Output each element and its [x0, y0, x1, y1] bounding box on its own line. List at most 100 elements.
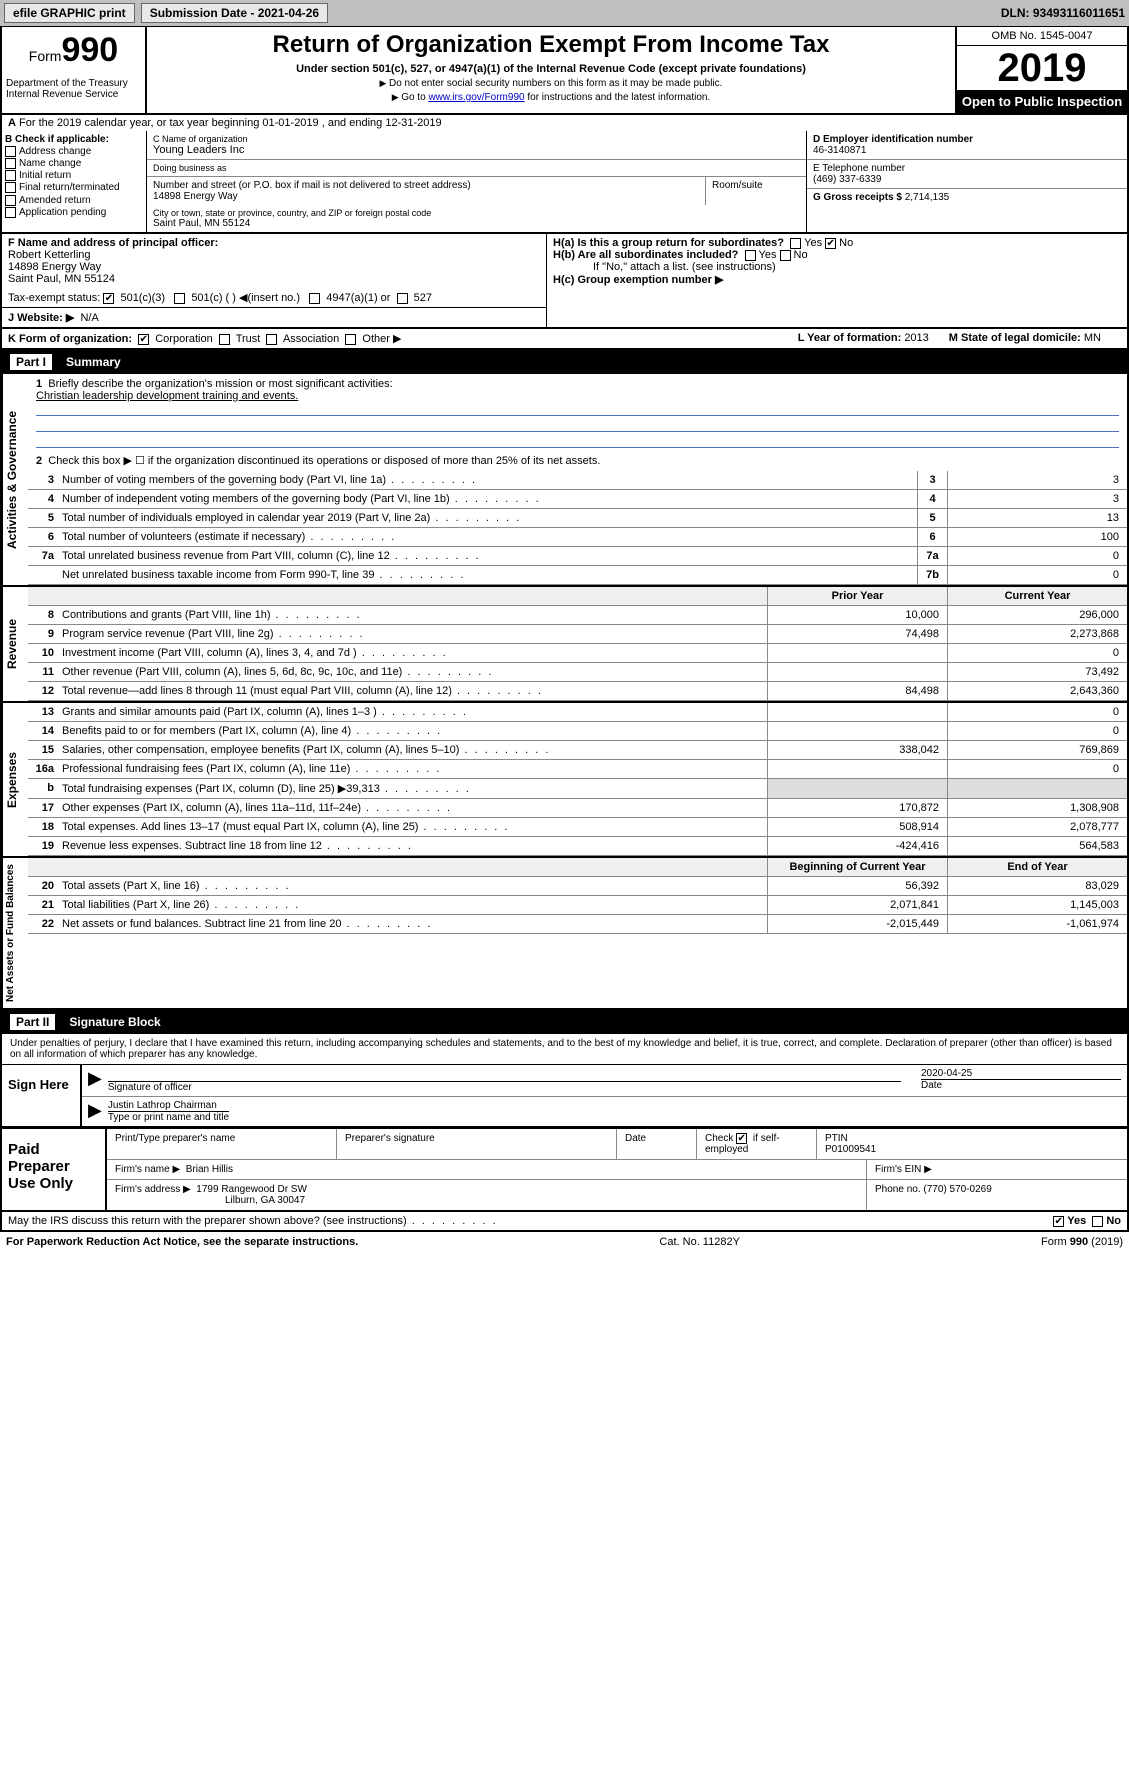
cb-address-change[interactable]: Address change [5, 146, 143, 157]
cb-application-pending[interactable]: Application pending [5, 207, 143, 218]
firm-addr1: 1799 Rangewood Dr SW [196, 1184, 307, 1195]
open-public-badge: Open to Public Inspection [957, 90, 1127, 113]
cb-501c3[interactable]: ✔ [103, 293, 114, 304]
summary-row: 10Investment income (Part VIII, column (… [28, 644, 1127, 663]
summary-row: 21Total liabilities (Part X, line 26)2,0… [28, 896, 1127, 915]
vtab-expenses: Expenses [2, 703, 28, 856]
form-title: Return of Organization Exempt From Incom… [155, 31, 947, 59]
summary-row: 16aProfessional fundraising fees (Part I… [28, 760, 1127, 779]
officer-name: Justin Lathrop Chairman [108, 1100, 229, 1112]
cb-assoc[interactable] [266, 334, 277, 345]
org-name: Young Leaders Inc [153, 144, 800, 156]
section-b: B Check if applicable: Address change Na… [2, 131, 147, 232]
part-i-header: Part ISummary [0, 350, 1129, 374]
section-f: F Name and address of principal officer:… [2, 234, 546, 288]
vtab-net-assets: Net Assets or Fund Balances [2, 858, 28, 1008]
summary-row: Net unrelated business taxable income fr… [28, 566, 1127, 585]
paid-preparer-label: Paid Preparer Use Only [2, 1129, 107, 1210]
section-deg: D Employer identification number46-31408… [807, 131, 1127, 232]
summary-table: Activities & Governance 1 Briefly descri… [0, 374, 1129, 587]
summary-row: 17Other expenses (Part IX, column (A), l… [28, 799, 1127, 818]
cb-final-return[interactable]: Final return/terminated [5, 182, 143, 193]
cb-4947[interactable] [309, 293, 320, 304]
summary-row: 11Other revenue (Part VIII, column (A), … [28, 663, 1127, 682]
cb-trust[interactable] [219, 334, 230, 345]
section-j: J Website: ▶ N/A [2, 308, 546, 327]
phone: (469) 337-6339 [813, 174, 1121, 185]
section-m: M State of legal domicile: MN [949, 332, 1101, 345]
summary-row: 3Number of voting members of the governi… [28, 471, 1127, 490]
summary-row: 15Salaries, other compensation, employee… [28, 741, 1127, 760]
firm-name: Brian Hillis [186, 1164, 233, 1175]
cb-501c[interactable] [174, 293, 185, 304]
section-k: K Form of organization: ✔ Corporation Tr… [8, 332, 778, 345]
summary-row: 6Total number of volunteers (estimate if… [28, 528, 1127, 547]
form-header: Form990 Department of the Treasury Inter… [0, 27, 1129, 115]
cb-other[interactable] [345, 334, 356, 345]
summary-row: 18Total expenses. Add lines 13–17 (must … [28, 818, 1127, 837]
tax-year: 2019 [957, 46, 1127, 90]
summary-row: 7aTotal unrelated business revenue from … [28, 547, 1127, 566]
cb-self-employed[interactable]: ✔ [736, 1133, 747, 1144]
form-subtitle: Under section 501(c), 527, or 4947(a)(1)… [155, 63, 947, 75]
summary-row: 12Total revenue—add lines 8 through 11 (… [28, 682, 1127, 701]
footer: For Paperwork Reduction Act Notice, see … [0, 1232, 1129, 1252]
sign-here-label: Sign Here [2, 1065, 82, 1126]
irs-link[interactable]: www.irs.gov/Form990 [428, 92, 524, 103]
cb-discuss-yes[interactable]: ✔ [1053, 1216, 1064, 1227]
city: Saint Paul, MN 55124 [153, 218, 800, 229]
cb-ha-yes[interactable] [790, 238, 801, 249]
tax-exempt-status: Tax-exempt status: ✔ 501(c)(3) 501(c) ( … [2, 288, 546, 308]
mission-area: 1 Briefly describe the organization's mi… [28, 374, 1127, 471]
summary-row: 13Grants and similar amounts paid (Part … [28, 703, 1127, 722]
form-note-link: Go to www.irs.gov/Form990 for instructio… [155, 92, 947, 103]
part-ii-header: Part IISignature Block [0, 1010, 1129, 1034]
summary-row: 8Contributions and grants (Part VIII, li… [28, 606, 1127, 625]
cb-corp[interactable]: ✔ [138, 334, 149, 345]
cb-amended[interactable]: Amended return [5, 195, 143, 206]
paid-preparer: Paid Preparer Use Only Print/Type prepar… [0, 1129, 1129, 1212]
efile-print-button[interactable]: efile GRAPHIC print [4, 3, 135, 23]
dln-label: DLN: 93493116011651 [1001, 6, 1125, 20]
submission-date-button[interactable]: Submission Date - 2021-04-26 [141, 3, 328, 23]
summary-row: 20Total assets (Part X, line 16)56,39283… [28, 877, 1127, 896]
begin-end-header: Beginning of Current YearEnd of Year [28, 858, 1127, 877]
perjury-statement: Under penalties of perjury, I declare th… [2, 1034, 1127, 1065]
summary-row: 22Net assets or fund balances. Subtract … [28, 915, 1127, 934]
section-klm: K Form of organization: ✔ Corporation Tr… [0, 329, 1129, 350]
section-l: L Year of formation: 2013 [798, 332, 929, 345]
cb-name-change[interactable]: Name change [5, 158, 143, 169]
summary-row: 5Total number of individuals employed in… [28, 509, 1127, 528]
signature-block: Under penalties of perjury, I declare th… [0, 1034, 1129, 1129]
cb-hb-yes[interactable] [745, 250, 756, 261]
summary-row: 9Program service revenue (Part VIII, lin… [28, 625, 1127, 644]
summary-row: bTotal fundraising expenses (Part IX, co… [28, 779, 1127, 799]
summary-row: 14Benefits paid to or for members (Part … [28, 722, 1127, 741]
vtab-revenue: Revenue [2, 587, 28, 701]
firm-phone: (770) 570-0269 [923, 1184, 991, 1195]
ptin: P01009541 [825, 1144, 876, 1155]
cb-ha-no[interactable]: ✔ [825, 238, 836, 249]
cb-initial-return[interactable]: Initial return [5, 170, 143, 181]
section-bcdeg: B Check if applicable: Address change Na… [0, 131, 1129, 234]
form-note-ssn: Do not enter social security numbers on … [155, 78, 947, 89]
topbar: efile GRAPHIC print Submission Date - 20… [0, 0, 1129, 27]
dept-treasury: Department of the Treasury Internal Reve… [6, 78, 141, 100]
line-a-tax-year: A For the 2019 calendar year, or tax yea… [0, 115, 1129, 131]
prior-current-header: Prior YearCurrent Year [28, 587, 1127, 606]
gross-receipts: 2,714,135 [905, 192, 950, 203]
street: 14898 Energy Way [153, 191, 699, 202]
section-h: H(a) Is this a group return for subordin… [547, 234, 1127, 327]
form-number: Form990 [6, 31, 141, 70]
cb-hb-no[interactable] [780, 250, 791, 261]
cb-discuss-no[interactable] [1092, 1216, 1103, 1227]
summary-row: 4Number of independent voting members of… [28, 490, 1127, 509]
cb-527[interactable] [397, 293, 408, 304]
section-c: C Name of organizationYoung Leaders Inc … [147, 131, 807, 232]
section-fhij: F Name and address of principal officer:… [0, 234, 1129, 329]
mission-text: Christian leadership development trainin… [36, 390, 1119, 402]
omb-number: OMB No. 1545-0047 [957, 27, 1127, 46]
irs-discuss: May the IRS discuss this return with the… [0, 1212, 1129, 1232]
summary-row: 19Revenue less expenses. Subtract line 1… [28, 837, 1127, 856]
vtab-governance: Activities & Governance [2, 374, 28, 585]
